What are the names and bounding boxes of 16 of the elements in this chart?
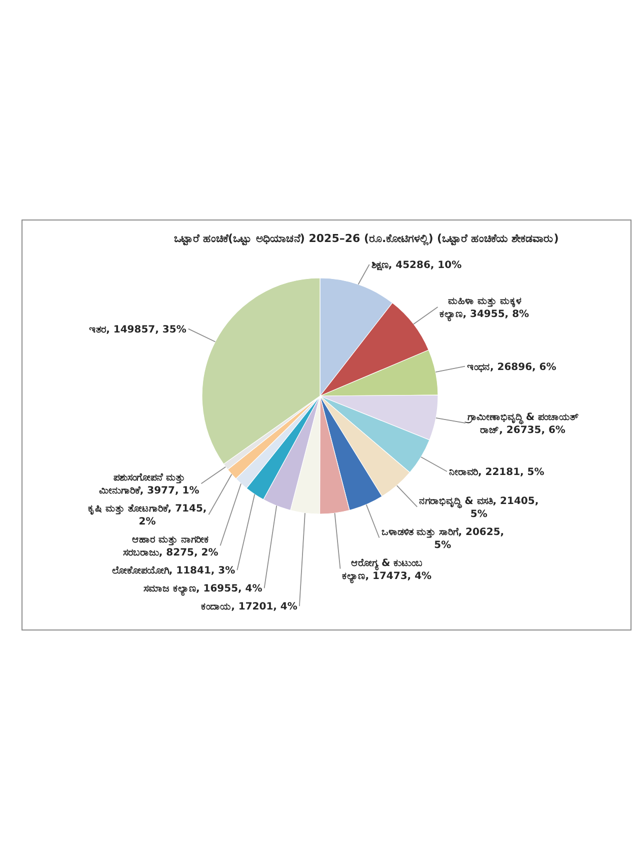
slice-label: ಆರೋಗ್ಯ & ಕುಟುಂಬ ಕಲ್ಯಾಣ, 17473, 4% — [342, 558, 432, 584]
slice-label: ಶಿಕ್ಷಣ, 45286, 10% — [371, 260, 462, 271]
slice-label: ಇತರ, 149857, 35% — [89, 324, 186, 336]
slice-label: ಸಮಾಜ ಕಲ್ಯಾಣ, 16955, 4% — [143, 584, 262, 597]
slice-label: ಕಂದಾಯ, 17201, 4% — [201, 602, 298, 613]
slice-label: ಪಶುಸಂಗೋಪನೆ ಮತ್ತು ಮೀನುಗಾರಿಕೆ, 3977, 1% — [98, 472, 200, 497]
slice-label: ಗ್ರಾಮೀಣಾಭಿವೃದ್ಧಿ & ಪಂಚಾಯತ್ ರಾಜ್, 26735, 6% — [464, 412, 580, 436]
slice-label: ನಗರಾಭಿವೃದ್ಧಿ & ವಸತಿ, 21405, 5% — [419, 496, 539, 520]
slice-label: ಒಳಾಡಳಿತ ಮತ್ತು ಸಾರಿಗೆ, 20625, 5% — [381, 526, 504, 551]
chart-title: ಒಟ್ಟಾರೆ ಹಂಚಿಕೆ(ಒಟ್ಟು ಅಧಿಯಾಚನೆ) 2025–26 (ರೂ.ಕೋಟಿಗಳಲ್ಲಿ) (ಒಟ್ಟಾರೆ ಹಂಚಿಕೆಯ ಶೇಕಡವಾರು) — [174, 232, 559, 247]
slice-label: ಲೋಕೋಪಯೋಗಿ, 11841, 3% — [112, 566, 236, 577]
slice-label: ಮಹಿಳಾ ಮತ್ತು ಮಕ್ಕಳ ಕಲ್ಯಾಣ, 34955, 8% — [440, 296, 530, 322]
slice-label: ಇಂಧನ, 26896, 6% — [466, 362, 556, 373]
slice-label: ಕೃಷಿ ಮತ್ತು ತೋಟಗಾರಿಕೆ, 7145, 2% — [88, 504, 207, 528]
slice-label: ನೀರಾವರಿ, 22181, 5% — [448, 466, 544, 478]
slice-label: ಆಹಾರ ಮತ್ತು ನಾಗರೀಕ ಸರಬರಾಜು, 8275, 2% — [122, 534, 218, 559]
